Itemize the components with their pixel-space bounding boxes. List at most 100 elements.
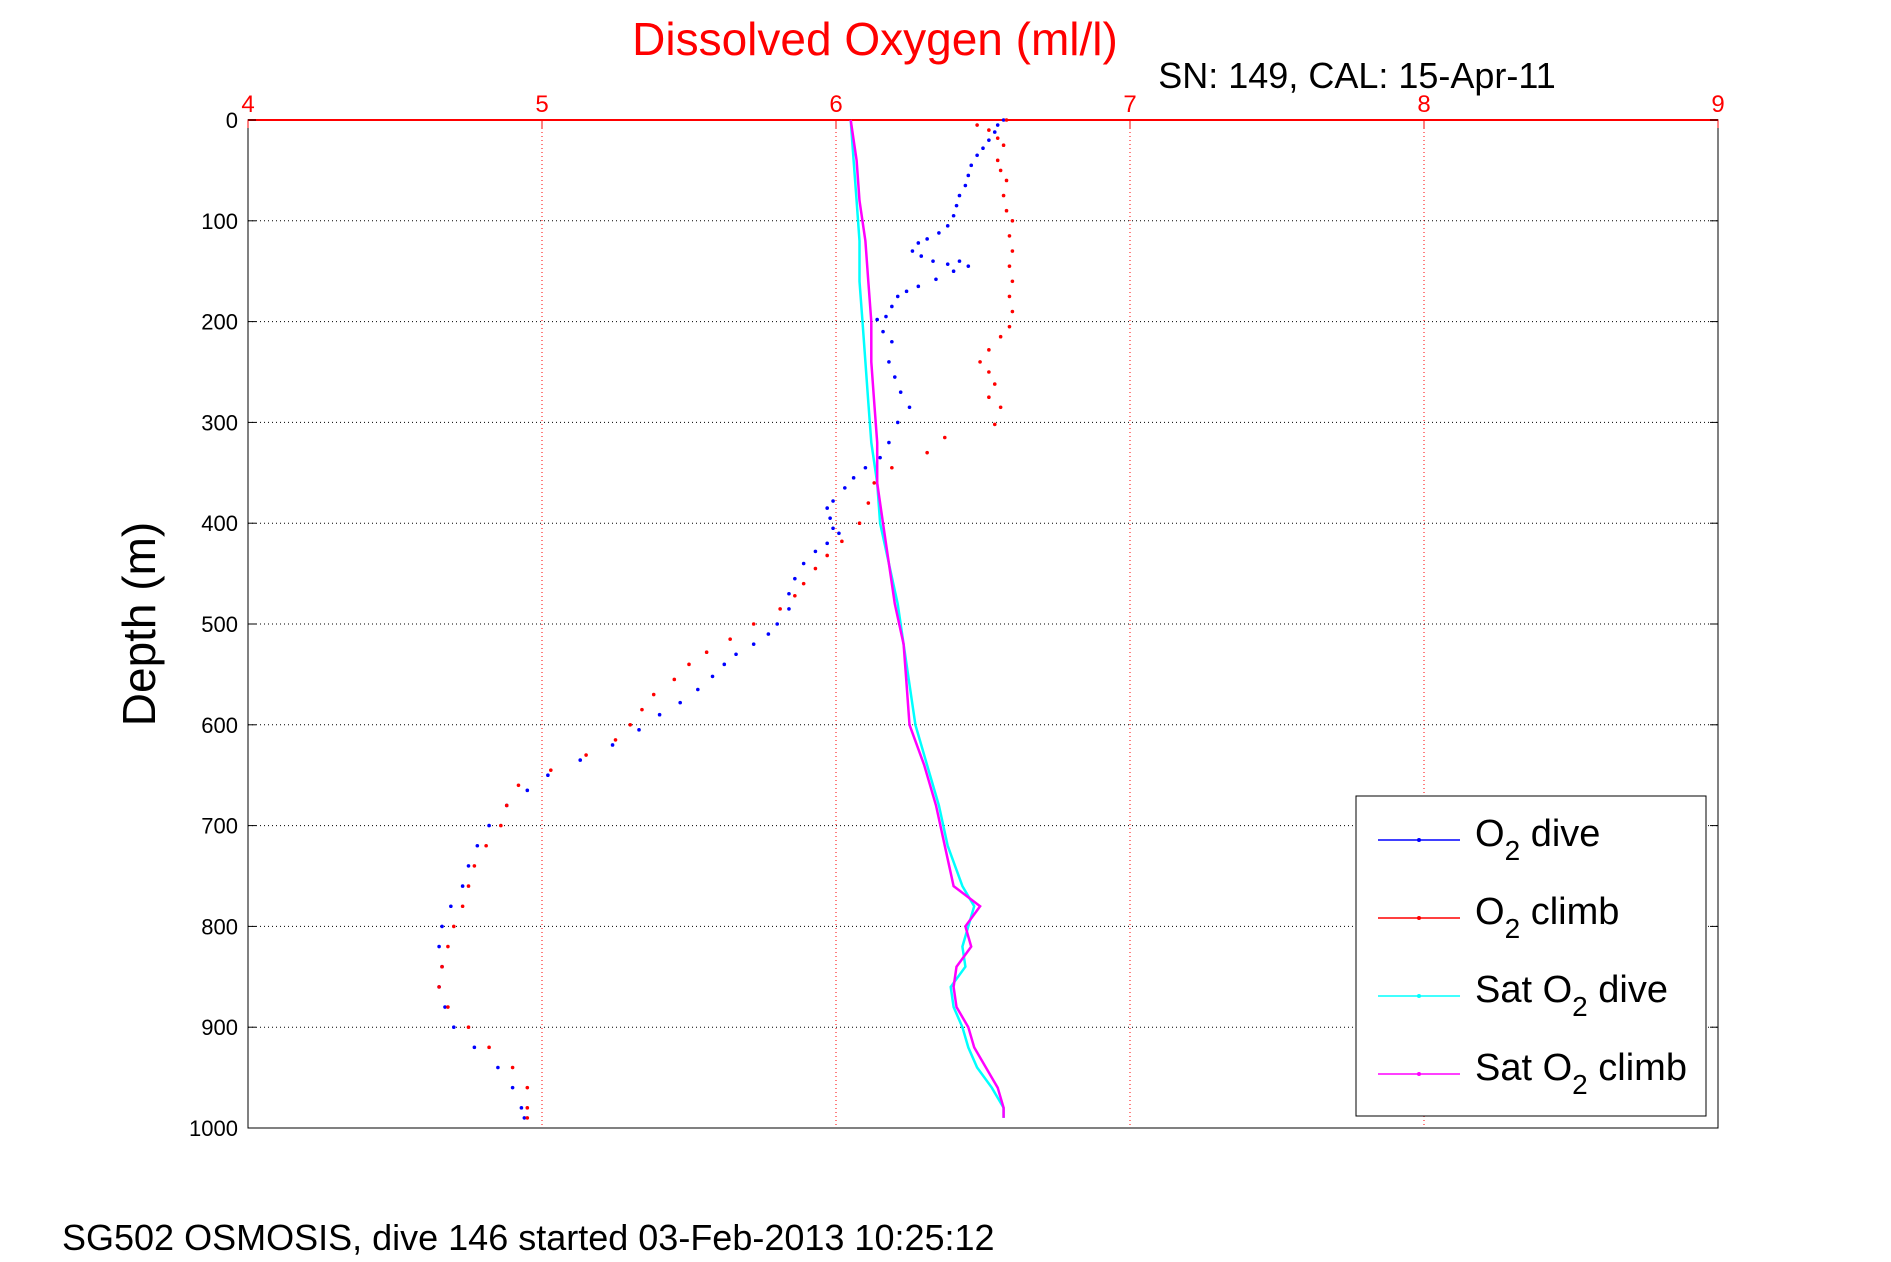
data-point	[942, 435, 947, 440]
data-point	[787, 607, 791, 611]
data-point	[525, 1116, 530, 1120]
data-point	[843, 486, 847, 490]
data-point	[443, 1005, 447, 1009]
data-point	[828, 516, 832, 520]
data-point	[987, 348, 991, 352]
legend-label: Sat O2 dive	[1475, 969, 1668, 1022]
data-point	[954, 203, 959, 208]
data-point	[890, 304, 894, 309]
data-point	[887, 360, 891, 364]
data-point	[710, 674, 715, 679]
data-point	[916, 241, 921, 245]
data-point	[987, 128, 991, 132]
data-point	[801, 581, 806, 586]
data-point	[628, 723, 632, 727]
data-point	[525, 788, 530, 793]
data-point	[981, 146, 985, 151]
data-point	[1007, 264, 1012, 268]
data-point	[969, 163, 974, 168]
data-point	[651, 692, 656, 697]
data-point	[934, 277, 938, 282]
series-layer	[437, 118, 1015, 1120]
data-point	[881, 329, 885, 334]
data-point	[937, 231, 941, 235]
y-tick-label: 700	[201, 814, 238, 839]
data-point	[766, 632, 771, 636]
data-point	[452, 1025, 456, 1029]
data-point	[998, 334, 1003, 339]
legend-marker	[1417, 1072, 1421, 1076]
data-point	[898, 390, 903, 394]
data-point	[687, 662, 691, 667]
legend-box	[1355, 795, 1707, 1117]
data-point	[466, 1025, 471, 1029]
data-point	[449, 904, 453, 909]
x-tick-label: 8	[1417, 91, 1430, 118]
data-point	[995, 136, 1000, 140]
data-point	[931, 259, 935, 263]
series-o2-climb	[437, 118, 1015, 1120]
data-point	[890, 339, 894, 344]
data-point	[484, 843, 488, 848]
data-point	[995, 123, 1000, 127]
data-point	[613, 738, 618, 742]
data-point	[840, 539, 844, 544]
data-point	[910, 249, 915, 253]
legend-marker	[1417, 994, 1421, 998]
data-point	[610, 743, 615, 747]
data-point	[446, 944, 450, 949]
data-point	[992, 422, 997, 427]
data-point	[895, 294, 900, 299]
data-point	[1001, 143, 1006, 147]
x-tick-label: 5	[535, 91, 548, 118]
data-point	[825, 541, 829, 546]
data-point	[496, 1065, 500, 1070]
data-point	[672, 677, 677, 682]
data-point	[919, 254, 924, 258]
data-point	[904, 289, 909, 294]
data-point	[975, 123, 979, 127]
data-point	[499, 823, 503, 828]
data-point	[1001, 193, 1006, 198]
data-point	[1001, 118, 1006, 122]
data-point	[851, 476, 856, 480]
data-point	[866, 501, 871, 505]
data-point	[472, 1045, 477, 1050]
data-point	[678, 700, 682, 705]
data-point	[998, 168, 1003, 173]
data-point	[510, 1065, 515, 1070]
data-point	[801, 561, 806, 566]
data-point	[578, 758, 583, 762]
chart-title: Dissolved Oxygen (ml/l)	[632, 13, 1118, 65]
data-point	[460, 904, 465, 909]
data-point	[878, 455, 882, 460]
y-tick-label: 300	[201, 410, 238, 435]
data-point	[963, 183, 968, 188]
data-point	[487, 823, 491, 828]
data-point	[831, 526, 835, 531]
data-point	[504, 803, 509, 808]
data-point	[825, 553, 829, 558]
series-line	[849, 119, 1005, 1118]
y-tick-label: 900	[201, 1015, 238, 1040]
legend-marker	[1417, 838, 1421, 842]
data-point	[987, 395, 991, 400]
data-point	[584, 753, 588, 757]
data-point	[778, 607, 782, 611]
data-point	[925, 450, 929, 455]
data-point	[831, 499, 835, 503]
legend: O2 dive O2 climb Sat O2 dive Sat O2 climb	[1355, 795, 1707, 1117]
y-tick-label: 500	[201, 612, 238, 637]
y-tick-label: 600	[201, 713, 238, 738]
data-point	[446, 1005, 450, 1009]
footer-caption: SG502 OSMOSIS, dive 146 started 03-Feb-2…	[62, 1217, 995, 1258]
data-point	[893, 375, 897, 379]
x-tick-labels: 4 5 6 7 8 9	[241, 91, 1725, 128]
data-point	[728, 637, 732, 641]
data-point	[440, 924, 444, 929]
x-tick-label: 6	[829, 91, 842, 118]
data-point	[466, 864, 471, 868]
data-point	[751, 622, 756, 626]
legend-label: Sat O2 climb	[1475, 1047, 1687, 1100]
data-point	[992, 130, 997, 134]
